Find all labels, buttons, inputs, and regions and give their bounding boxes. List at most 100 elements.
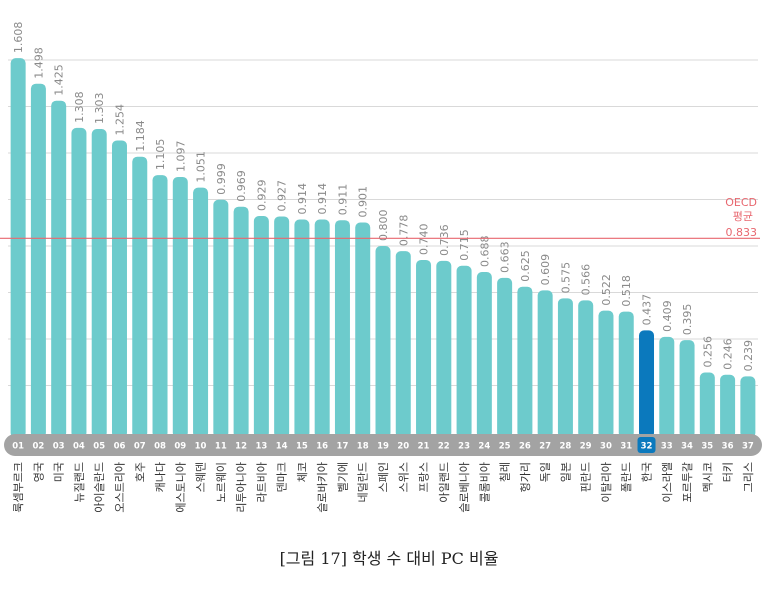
bar bbox=[740, 376, 756, 438]
bar bbox=[416, 259, 432, 438]
data-label: 0.575 bbox=[559, 262, 572, 294]
category-label: 룩셈부르크 bbox=[12, 462, 25, 513]
bar bbox=[193, 187, 209, 438]
rank-label: 06 bbox=[114, 442, 126, 452]
bar bbox=[294, 219, 310, 438]
data-label: 0.927 bbox=[276, 180, 289, 212]
data-label: 0.663 bbox=[499, 241, 512, 273]
bar bbox=[233, 206, 249, 438]
rank-label: 19 bbox=[377, 442, 389, 452]
rank-label: 24 bbox=[478, 442, 490, 452]
data-label: 0.625 bbox=[519, 250, 532, 282]
data-label: 0.688 bbox=[478, 236, 491, 268]
rank-label: 36 bbox=[722, 442, 734, 452]
category-label: 멕시코 bbox=[701, 462, 714, 492]
category-label: 일본 bbox=[558, 462, 572, 482]
data-label: 1.254 bbox=[113, 104, 126, 136]
category-label: 칠레 bbox=[499, 462, 512, 482]
rank-label: 12 bbox=[235, 442, 247, 452]
data-label: 0.740 bbox=[418, 223, 431, 255]
figure-caption: [그림 17] 학생 수 대비 PC 비율 bbox=[279, 549, 499, 568]
category-label: 덴마크 bbox=[276, 462, 289, 492]
data-label: 1.097 bbox=[174, 140, 187, 172]
data-label: 0.800 bbox=[377, 210, 390, 242]
bar bbox=[476, 272, 492, 438]
data-label: 0.914 bbox=[296, 183, 309, 215]
rank-label: 18 bbox=[357, 442, 369, 452]
bar bbox=[375, 246, 391, 438]
category-label: 미국 bbox=[53, 462, 66, 482]
category-label: 이스라엘 bbox=[661, 462, 674, 502]
rank-highlight bbox=[637, 437, 656, 453]
category-label: 영국 bbox=[32, 462, 45, 482]
bar bbox=[497, 277, 513, 438]
category-label: 호주 bbox=[134, 462, 147, 482]
data-label: 0.929 bbox=[255, 180, 268, 212]
bar bbox=[132, 156, 148, 438]
data-label: 1.425 bbox=[53, 64, 66, 96]
bar bbox=[253, 216, 269, 438]
category-label: 독일 bbox=[538, 462, 552, 482]
bar bbox=[314, 219, 330, 438]
category-label: 콜롬비아 bbox=[478, 462, 491, 502]
bar bbox=[51, 100, 67, 438]
bar-chart: 1.608 1.498 1.425 1.308 1.303 1.254 1.184 1.105… bbox=[0, 22, 762, 513]
rank-label: 03 bbox=[53, 442, 65, 452]
rank-label: 10 bbox=[195, 442, 207, 452]
bar bbox=[172, 176, 188, 438]
category-label: 스웨덴 bbox=[195, 462, 208, 492]
bar bbox=[213, 199, 229, 438]
category-label: 체코 bbox=[296, 462, 309, 482]
data-label: 1.184 bbox=[134, 120, 147, 152]
rank-label: 21 bbox=[418, 442, 430, 452]
data-label: 0.969 bbox=[235, 170, 248, 202]
data-label: 1.303 bbox=[93, 93, 106, 125]
rank-label: 31 bbox=[620, 442, 632, 452]
bar bbox=[30, 83, 46, 438]
rank-label: 30 bbox=[600, 442, 612, 452]
rank-label: 34 bbox=[681, 442, 693, 452]
category-label: 프랑스 bbox=[418, 462, 431, 492]
rank-label: 25 bbox=[499, 442, 511, 452]
rank-label: 35 bbox=[701, 442, 713, 452]
rank-label: 16 bbox=[316, 442, 328, 452]
data-label: 0.239 bbox=[742, 340, 755, 372]
data-label: 0.246 bbox=[722, 338, 735, 370]
bar bbox=[517, 286, 533, 438]
bar bbox=[395, 251, 411, 438]
bar bbox=[679, 340, 695, 438]
bar bbox=[355, 222, 371, 438]
data-label: 0.609 bbox=[539, 254, 552, 286]
rank-label: 01 bbox=[12, 442, 24, 452]
category-label: 라트비아 bbox=[255, 462, 268, 502]
data-label: 0.256 bbox=[701, 336, 714, 368]
category-label: 스페인 bbox=[377, 462, 390, 492]
rank-label: 04 bbox=[73, 442, 85, 452]
rank-label: 08 bbox=[154, 442, 166, 452]
bar bbox=[699, 372, 715, 438]
category-label: 한국 bbox=[641, 462, 654, 482]
data-label: 0.395 bbox=[681, 304, 694, 336]
category-label: 터키 bbox=[722, 462, 735, 482]
data-label: 0.409 bbox=[661, 300, 674, 332]
rank-label: 11 bbox=[215, 442, 227, 452]
rank-label: 09 bbox=[174, 442, 186, 452]
rank-label: 27 bbox=[539, 442, 551, 452]
rank-label: 05 bbox=[93, 442, 105, 452]
data-label: 1.498 bbox=[32, 47, 45, 79]
data-label: 0.901 bbox=[357, 186, 370, 218]
category-label: 아일랜드 bbox=[437, 462, 451, 502]
rank-label: 23 bbox=[458, 442, 470, 452]
data-label: 0.999 bbox=[215, 163, 228, 195]
bar bbox=[152, 175, 168, 438]
bar bbox=[659, 336, 675, 438]
data-label: 0.778 bbox=[397, 215, 410, 247]
rank-label: 17 bbox=[337, 442, 349, 452]
category-label: 그리스 bbox=[742, 462, 755, 492]
category-label: 포르투갈 bbox=[680, 462, 694, 502]
bar bbox=[537, 290, 553, 438]
category-label: 스위스 bbox=[397, 462, 410, 492]
rank-label: 02 bbox=[32, 442, 44, 452]
data-label: 0.437 bbox=[641, 294, 654, 326]
data-label: 0.736 bbox=[438, 224, 451, 256]
